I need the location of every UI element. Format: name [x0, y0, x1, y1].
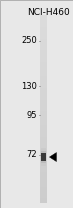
Bar	[40, 88, 47, 90]
Bar	[40, 161, 47, 163]
Bar	[40, 177, 47, 180]
Bar	[40, 198, 47, 201]
Bar	[40, 55, 47, 57]
Bar	[40, 29, 47, 31]
Bar	[40, 144, 47, 147]
Bar	[40, 22, 47, 24]
Bar	[40, 71, 47, 74]
Bar	[40, 184, 47, 187]
Bar	[40, 194, 47, 196]
Bar	[40, 48, 47, 50]
Bar	[40, 62, 47, 64]
Bar	[40, 100, 47, 102]
Bar	[40, 191, 47, 194]
Bar	[40, 57, 47, 60]
Bar	[40, 81, 47, 83]
Bar	[40, 165, 47, 168]
Bar	[40, 41, 47, 43]
Bar	[40, 78, 47, 81]
Bar	[40, 140, 47, 142]
Polygon shape	[49, 152, 56, 162]
Bar	[40, 67, 47, 69]
Bar	[40, 27, 47, 29]
Bar	[40, 50, 47, 53]
Bar	[40, 74, 47, 76]
Bar	[40, 95, 47, 97]
Bar	[40, 128, 47, 130]
Bar	[40, 175, 47, 177]
Bar	[40, 76, 47, 78]
Bar	[40, 46, 47, 48]
Text: NCI-H460: NCI-H460	[27, 8, 70, 17]
Bar	[40, 168, 47, 170]
Bar	[40, 90, 47, 93]
Bar	[40, 104, 47, 107]
Bar	[40, 123, 47, 125]
Bar	[40, 109, 47, 111]
Text: 95: 95	[27, 111, 37, 120]
Bar	[40, 64, 47, 67]
Bar	[40, 130, 47, 132]
Bar	[40, 180, 47, 182]
Bar	[40, 107, 47, 109]
Bar	[40, 147, 47, 149]
Bar	[40, 20, 47, 22]
Bar	[40, 196, 47, 198]
Bar	[40, 69, 47, 71]
Bar	[40, 135, 47, 137]
Bar	[40, 97, 47, 100]
Bar	[41, 153, 46, 161]
Bar	[40, 149, 47, 151]
Text: 250: 250	[21, 36, 37, 45]
Bar	[40, 156, 47, 158]
Bar	[40, 125, 47, 128]
Bar	[40, 31, 47, 34]
Bar	[40, 187, 47, 189]
Bar	[40, 36, 47, 38]
Bar	[40, 137, 47, 140]
Bar	[40, 34, 47, 36]
Bar	[40, 53, 47, 55]
Bar	[40, 60, 47, 62]
Bar	[40, 189, 47, 191]
Bar	[40, 83, 47, 85]
Text: 72: 72	[26, 150, 37, 160]
Bar	[40, 17, 47, 20]
Bar	[40, 132, 47, 135]
Bar	[40, 111, 47, 114]
Bar	[40, 15, 47, 17]
Bar	[40, 201, 47, 203]
Bar	[40, 93, 47, 95]
Bar	[40, 24, 47, 27]
Bar	[40, 170, 47, 172]
Bar	[40, 85, 47, 88]
Bar	[40, 142, 47, 144]
Bar	[41, 148, 46, 166]
Bar	[40, 163, 47, 165]
Text: 130: 130	[21, 82, 37, 91]
Bar	[40, 151, 47, 154]
Bar	[40, 114, 47, 116]
Bar	[40, 102, 47, 104]
Bar	[40, 38, 47, 41]
Bar	[41, 151, 46, 163]
Bar	[40, 43, 47, 46]
Bar	[40, 172, 47, 175]
Bar	[40, 121, 47, 123]
Bar	[40, 158, 47, 161]
Bar	[40, 118, 47, 121]
Bar	[40, 154, 47, 156]
Bar	[40, 116, 47, 118]
Bar	[40, 182, 47, 184]
